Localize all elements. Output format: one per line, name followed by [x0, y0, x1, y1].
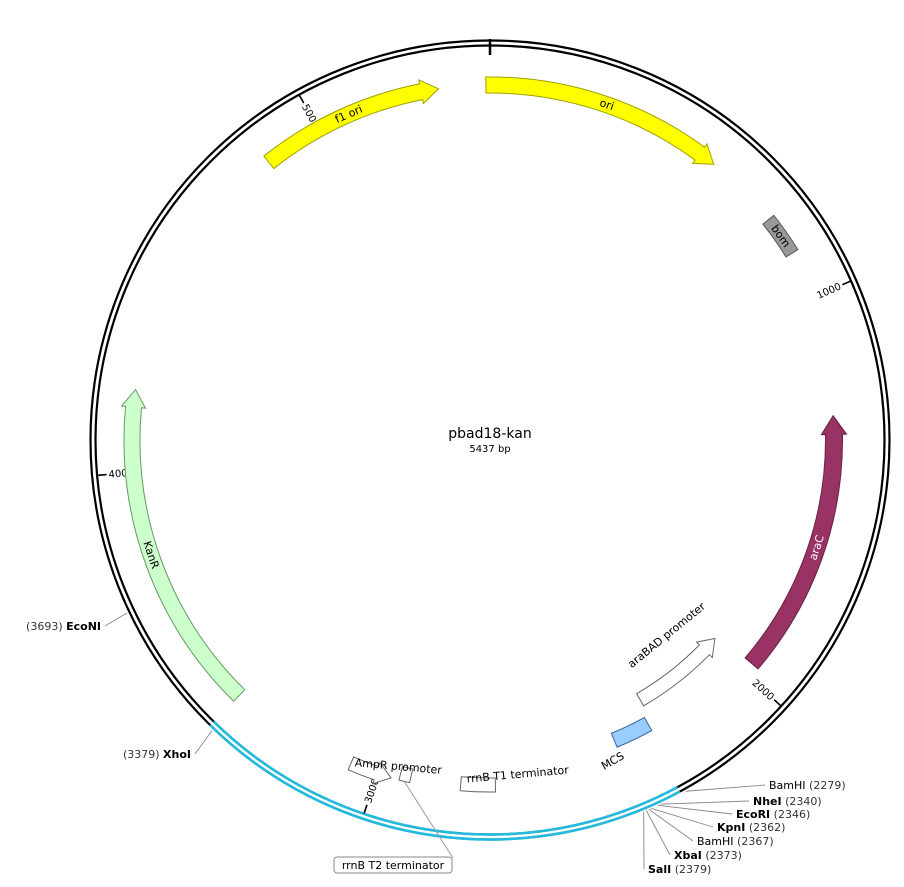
- site-label: BamHI (2279): [769, 779, 846, 792]
- site-leader: [650, 807, 714, 828]
- feature-label-MCS: MCS: [599, 749, 626, 772]
- site-name: EcoRI: [736, 808, 770, 821]
- site-position: (2367): [734, 835, 774, 848]
- site-label: BamHI (2367): [697, 835, 774, 848]
- site-name: KpnI: [717, 821, 745, 834]
- site-bamhi-2367: BamHI (2367): [648, 808, 774, 848]
- site-label: SalI (2379): [648, 863, 711, 876]
- site-position: (3379): [123, 748, 163, 761]
- site-label: (3379) XhoI: [123, 748, 191, 761]
- site-leader: [660, 800, 750, 805]
- site-leader: [648, 808, 694, 842]
- plasmid-size: 5437 bp: [469, 444, 510, 455]
- feature-rrnB-T1: [459, 776, 496, 793]
- feature-ori: [485, 76, 715, 165]
- feature-label-rrnB-T2: rrnB T2 terminator: [342, 859, 445, 872]
- site-label: (3693) EcoNI: [26, 620, 101, 633]
- site-name: BamHI: [769, 779, 806, 792]
- feature-AmpR-promoter: [347, 756, 392, 785]
- feature-araC: [744, 414, 848, 670]
- feature-label-rrnB-T1: rrnB T1 terminator: [466, 764, 570, 786]
- site-sali-2379: SalI (2379): [643, 811, 711, 876]
- site-leader: [194, 730, 213, 755]
- site-name: EcoNI: [66, 620, 101, 633]
- site-position: (2362): [745, 821, 785, 834]
- feature-f1-ori: [263, 79, 440, 170]
- site-position: (2379): [671, 863, 711, 876]
- site-name: XhoI: [163, 748, 191, 761]
- site-label: EcoRI (2346): [736, 808, 810, 821]
- site-bamhi-2279: BamHI (2279): [685, 779, 846, 792]
- site-name: SalI: [648, 863, 671, 876]
- site-leader: [645, 810, 671, 856]
- feature-label-box-rrnB-T2: [333, 856, 453, 874]
- site-position: (3693): [26, 620, 66, 633]
- feature-leader-rrnB-T2: [403, 781, 454, 859]
- selected-region-outer: [209, 724, 681, 841]
- tick-mark-3000: [363, 804, 368, 814]
- feature-araBAD-promoter: [635, 637, 716, 707]
- feature-KanR: [120, 388, 246, 702]
- restriction-sites: (3693) EcoNI (3379) XhoI BamHI (2279) NheI …: [26, 612, 846, 876]
- site-position: (2279): [806, 779, 846, 792]
- site-name: BamHI: [697, 835, 734, 848]
- tick-mark-1000: [841, 280, 851, 286]
- site-leader: [104, 612, 128, 627]
- selected-region-inner: [212, 720, 679, 836]
- tick-label-1000: 1000: [815, 281, 843, 301]
- backbone-ring: [89, 39, 891, 841]
- site-leader: [657, 804, 733, 815]
- site-name: NheI: [753, 795, 782, 808]
- site-position: (2373): [702, 849, 742, 862]
- site-label: XbaI (2373): [674, 849, 742, 862]
- tick-mark-4000: [97, 473, 107, 477]
- site-econi-3693: (3693) EcoNI: [26, 612, 128, 633]
- site-position: (2346): [770, 808, 810, 821]
- tick-mark-2000: [773, 699, 782, 707]
- site-leader: [685, 784, 766, 792]
- feature-rrnB-T2: [398, 765, 414, 784]
- site-ecori-2346: EcoRI (2346): [657, 804, 810, 821]
- site-nhei-2340: NheI (2340): [660, 795, 822, 808]
- site-kpni-2362: KpnI (2362): [650, 807, 785, 834]
- tick-label-2000: 2000: [750, 678, 776, 703]
- site-xbai-2373: XbaI (2373): [645, 810, 742, 862]
- tick-mark-5000: [298, 94, 305, 104]
- site-xhoi-3379: (3379) XhoI: [123, 730, 213, 761]
- plasmid-name: pbad18-kan: [448, 426, 531, 442]
- site-label: NheI (2340): [753, 795, 822, 808]
- feature-MCS: [610, 716, 653, 748]
- feature-label-ori: ori: [598, 96, 616, 113]
- site-position: (2340): [782, 795, 822, 808]
- site-label: KpnI (2362): [717, 821, 785, 834]
- feature-bom: [762, 214, 799, 258]
- site-name: XbaI: [674, 849, 702, 862]
